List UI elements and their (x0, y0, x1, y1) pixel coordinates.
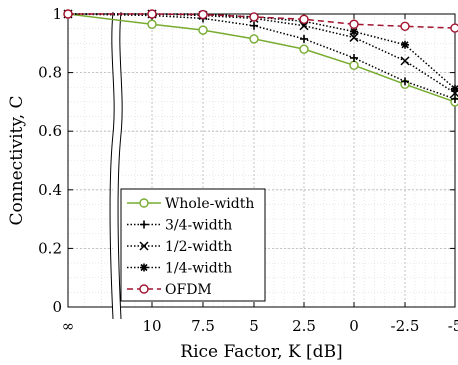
x-tick-label: 0 (349, 317, 359, 335)
y-tick-label: 0.8 (38, 64, 62, 82)
axis-break-gap (113, 12, 121, 319)
data-point (350, 53, 358, 62)
data-point (349, 60, 359, 70)
data-point (249, 12, 259, 22)
data-point (147, 9, 157, 19)
data-point (140, 220, 148, 229)
series-line (68, 13, 456, 94)
y-tick-label: 0.2 (38, 239, 62, 257)
data-point (250, 21, 258, 30)
data-point (198, 9, 208, 20)
y-tick-label: 1 (52, 5, 62, 23)
data-point (249, 34, 259, 44)
data-point (451, 84, 458, 93)
data-point (400, 56, 410, 66)
y-tick-label: 0.6 (38, 122, 62, 140)
tick-labels: 0 0.2 0.4 0.6 0.8 1 ∞ 10 7.5 5 2.5 0 -2.5 -5 (38, 5, 458, 335)
data-point (198, 25, 208, 35)
legend-label: 3/4-width (165, 218, 232, 234)
data-point (400, 21, 410, 32)
axis-break (109, 11, 123, 320)
data-point (300, 34, 308, 43)
x-tick-label: -2.5 (391, 317, 420, 335)
series-layer (63, 9, 458, 107)
data-point (350, 27, 358, 36)
data-point (299, 44, 309, 54)
data-point (401, 40, 409, 49)
legend-label: Whole-width (165, 196, 254, 212)
data-point (139, 198, 149, 208)
axis-break-line (109, 11, 115, 320)
data-point (147, 19, 157, 29)
data-point (140, 263, 148, 272)
legend-item: OFDM (127, 282, 212, 298)
y-axis-label: Connectivity, C (7, 95, 27, 225)
series-ofdm (63, 9, 458, 33)
data-point (299, 14, 309, 24)
x-tick-label: 5 (249, 317, 259, 335)
data-point (450, 23, 458, 33)
y-tick-label: 0 (52, 298, 62, 316)
legend-item: 1/4-width (127, 261, 232, 277)
x-axis-label: Rice Factor, K [dB] (180, 342, 342, 362)
series-line (67, 13, 456, 103)
axes-frame (67, 13, 456, 308)
data-point (401, 77, 409, 86)
legend-item: 3/4-width (127, 218, 232, 234)
data-point (349, 19, 359, 29)
legend-label: 1/4-width (165, 261, 232, 277)
legend-label: OFDM (165, 282, 212, 298)
legend: Whole-width 3/4-width 1/2-width 1/4-width OF… (120, 188, 266, 302)
x-tick-label: 10 (142, 317, 161, 335)
x-tick-label: ∞ (62, 317, 75, 335)
y-tick-label: 0.4 (38, 181, 62, 199)
data-point (63, 9, 73, 19)
legend-item: Whole-width (127, 196, 254, 212)
x-tick-label: 7.5 (191, 317, 215, 335)
data-point (139, 241, 149, 251)
axis-break-line (117, 11, 123, 320)
legend-item: 1/2-width (127, 239, 232, 255)
legend-label: 1/2-width (165, 239, 232, 255)
series-line (68, 13, 456, 29)
x-tick-label: 2.5 (292, 317, 316, 335)
x-tick-label: -5 (448, 317, 458, 335)
data-point (139, 284, 149, 294)
